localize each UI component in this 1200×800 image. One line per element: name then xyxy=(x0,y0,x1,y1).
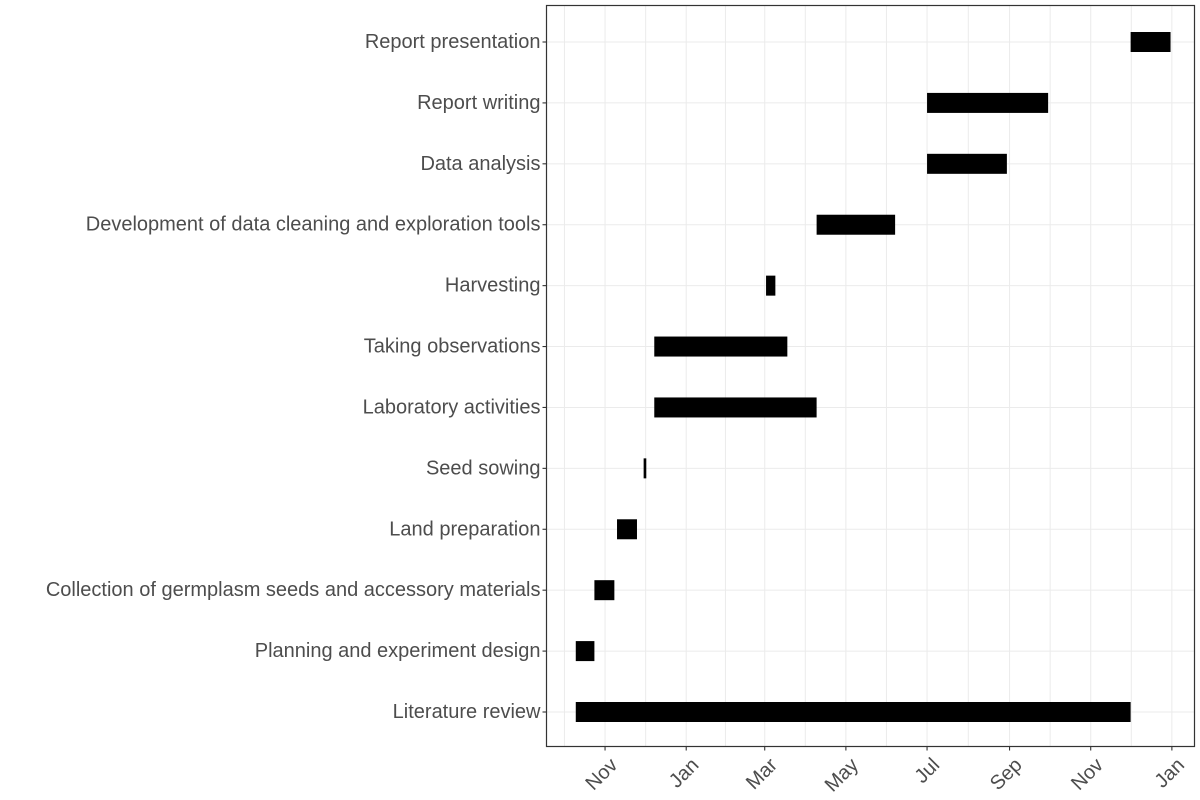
task-bar xyxy=(617,519,637,540)
x-tick-label: Jan xyxy=(1151,754,1189,792)
task-label: Development of data cleaning and explora… xyxy=(86,214,541,236)
task-bar xyxy=(575,641,595,662)
task-bars xyxy=(575,32,1171,722)
task-bar xyxy=(643,458,647,479)
task-bar xyxy=(594,580,615,601)
grid-lines xyxy=(546,5,1195,747)
task-label: Seed sowing xyxy=(426,457,541,479)
x-axis-ticks: Nov Jan Mar May Jul Sep Nov Jan xyxy=(581,746,1189,796)
task-label: Report writing xyxy=(417,92,540,114)
x-tick-label: Jul xyxy=(911,754,945,788)
plot-panel-border xyxy=(545,4,1196,748)
task-label: Collection of germplasm seeds and access… xyxy=(46,579,541,601)
task-label: Laboratory activities xyxy=(363,396,541,418)
task-label: Land preparation xyxy=(389,518,540,540)
task-label: Report presentation xyxy=(365,31,541,53)
y-axis-ticks: Literature review Planning and experiment… xyxy=(46,31,547,723)
task-bar xyxy=(766,275,776,296)
x-tick-label: Mar xyxy=(742,754,782,794)
task-bar xyxy=(927,92,1049,113)
task-bar xyxy=(927,153,1007,174)
task-label: Data analysis xyxy=(420,153,540,175)
x-tick-label: Nov xyxy=(581,754,622,795)
task-label: Planning and experiment design xyxy=(255,640,541,662)
task-label: Literature review xyxy=(393,701,541,723)
task-bar xyxy=(816,214,896,235)
task-label: Harvesting xyxy=(445,275,541,297)
task-bar xyxy=(654,336,788,357)
task-label: Taking observations xyxy=(364,336,541,358)
x-tick-label: Nov xyxy=(1067,754,1108,795)
task-bar xyxy=(575,702,1131,722)
x-tick-label: May xyxy=(821,754,863,796)
x-tick-label: Sep xyxy=(986,754,1027,795)
task-bar xyxy=(1130,32,1171,52)
x-tick-label: Jan xyxy=(665,754,703,792)
task-bar xyxy=(654,397,817,418)
